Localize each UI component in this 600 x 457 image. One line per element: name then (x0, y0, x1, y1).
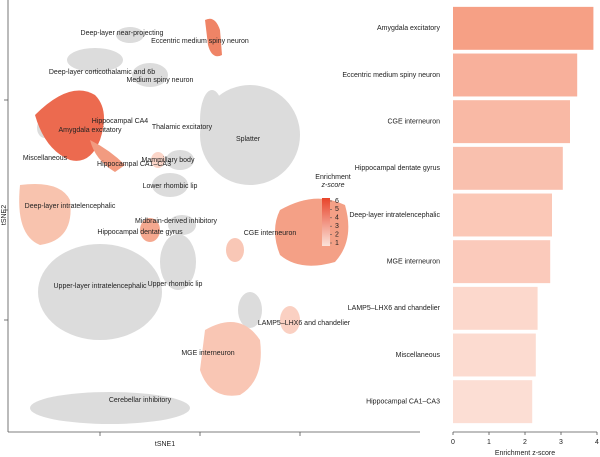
cluster-label: LAMP5–LHX6 and chandelier (258, 320, 351, 327)
bar-x-axis-label: Enrichment z-score (495, 450, 555, 457)
category-label: CGE interneuron (387, 119, 440, 126)
cluster-label: Eccentric medium spiny neuron (151, 38, 249, 45)
colorbar-tick-label: 3 (335, 223, 339, 230)
cluster-label: Miscellaneous (23, 155, 68, 162)
cluster-label: Mammillary body (142, 157, 195, 164)
cluster-label: Hippocampal CA1–CA3 (97, 161, 171, 168)
cluster-label: Upper rhombic lip (148, 281, 203, 288)
category-label: Hippocampal CA1–CA3 (366, 399, 440, 406)
x-tick-label: 4 (595, 439, 599, 446)
colorbar (322, 198, 330, 246)
cluster-label: Hippocampal dentate gyrus (97, 229, 183, 236)
bar (453, 100, 570, 144)
cluster-label: Amygdala excitatory (58, 127, 122, 134)
category-label: Miscellaneous (396, 352, 441, 359)
colorbar-title: Enrichment (315, 174, 350, 181)
bar (453, 146, 563, 190)
cluster-label: Splatter (236, 136, 261, 143)
colorbar-title: z-score (321, 182, 345, 189)
bar (453, 286, 538, 330)
cluster-label: CGE interneuron (244, 230, 297, 237)
colorbar-tick-label: 5 (335, 206, 339, 213)
cluster-label: Upper-layer intratelencephalic (54, 283, 147, 290)
category-label: LAMP5–LHX6 and chandelier (348, 305, 441, 312)
x-tick-label: 0 (451, 439, 455, 446)
category-label: Hippocampal dentate gyrus (355, 165, 441, 172)
bar (453, 53, 578, 97)
colorbar-tick-label: 4 (335, 215, 339, 222)
bar (453, 240, 551, 284)
category-label: MGE interneuron (387, 259, 440, 266)
category-label: Eccentric medium spiny neuron (342, 72, 440, 79)
cluster-label: Deep-layer near-projecting (81, 30, 164, 37)
bar (453, 6, 594, 50)
category-label: Amygdala excitatory (377, 25, 441, 32)
bar (453, 380, 533, 424)
colorbar-tick-label: 1 (335, 240, 339, 247)
bar (453, 333, 536, 377)
x-tick-label: 2 (523, 439, 527, 446)
x-axis-label: tSNE1 (155, 441, 175, 448)
cluster-label: Cerebellar inhibitory (109, 397, 172, 404)
cluster-label: Midbrain-derived inhibitory (135, 218, 218, 225)
colorbar-tick-label: 2 (335, 231, 339, 238)
cluster-label: Deep-layer intratelencephalic (25, 203, 116, 210)
cluster-label: Hippocampal CA4 (92, 118, 149, 125)
cluster-label: Lower rhombic lip (143, 183, 198, 190)
colorbar-tick-label: 6 (335, 198, 339, 205)
y-axis-label: tSNE2 (1, 205, 8, 225)
bar (453, 193, 552, 237)
x-tick-label: 3 (559, 439, 563, 446)
category-label: Deep-layer intratelencephalic (349, 212, 440, 219)
x-tick-label: 1 (487, 439, 491, 446)
cluster-label: Deep-layer corticothalamic and 6b (49, 69, 155, 76)
cluster-label: MGE interneuron (181, 350, 234, 357)
cluster-label: Thalamic excitatory (152, 124, 213, 131)
cluster-label: Medium spiny neuron (127, 77, 194, 84)
